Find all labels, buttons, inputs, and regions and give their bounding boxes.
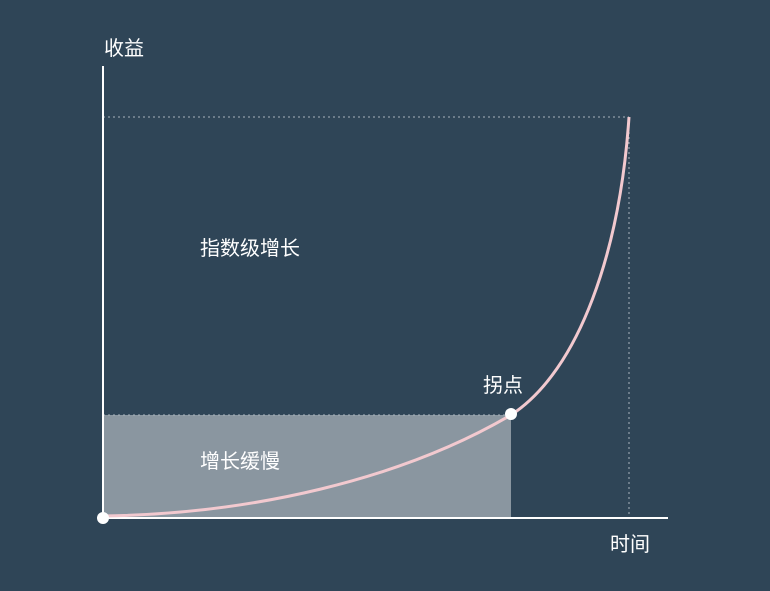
lower-region-label: 增长缓慢 <box>200 449 280 473</box>
inflection-point-label: 拐点 <box>483 373 523 397</box>
slow-growth-region <box>103 415 511 518</box>
inflection-point <box>505 408 517 420</box>
x-axis-label: 时间 <box>610 532 650 556</box>
upper-region-label: 指数级增长 <box>200 236 300 260</box>
origin-point <box>97 512 109 524</box>
y-axis-label: 收益 <box>104 36 144 60</box>
